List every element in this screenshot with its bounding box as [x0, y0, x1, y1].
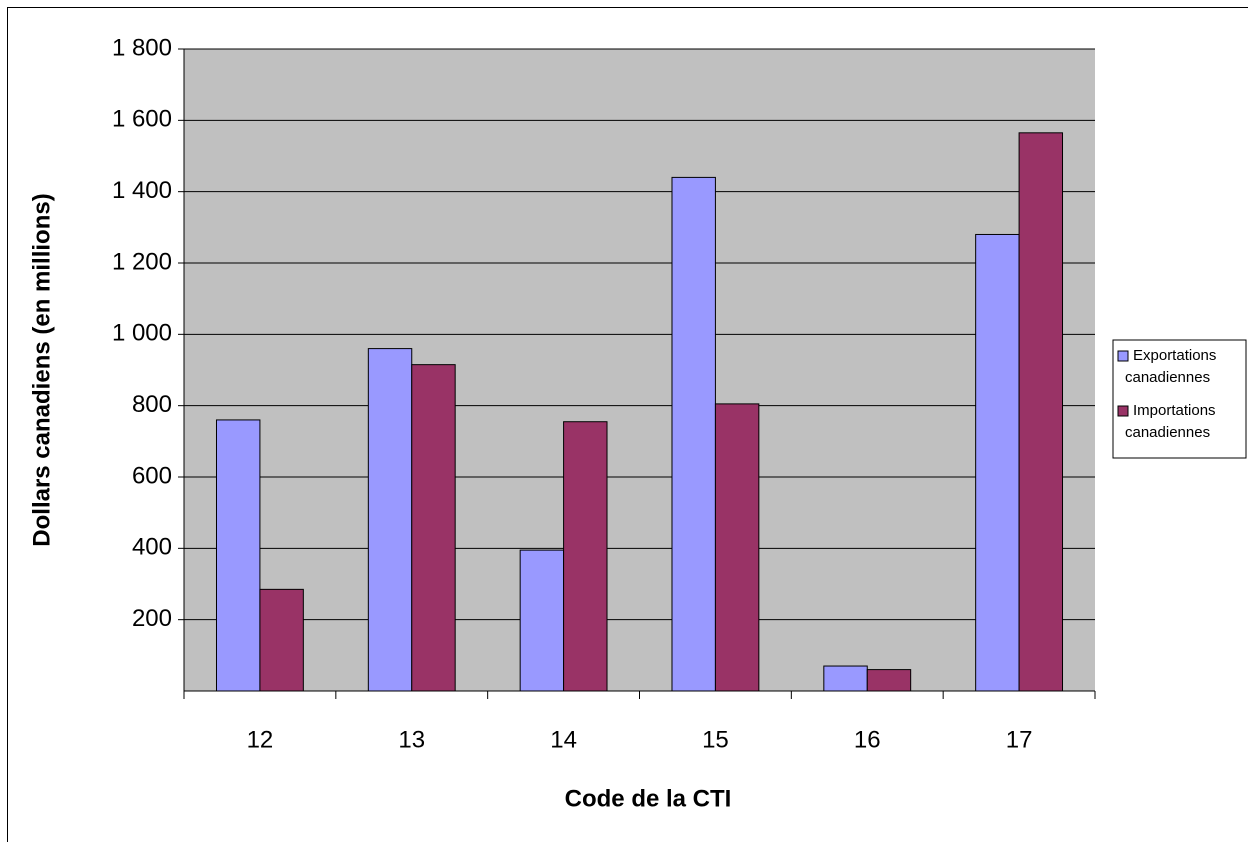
- bar: [866, 669, 912, 692]
- bar: [519, 549, 565, 692]
- legend-swatch: [1117, 350, 1129, 362]
- x-tick-label: 12: [247, 726, 274, 753]
- x-tick-label: 14: [550, 726, 577, 753]
- bar: [563, 421, 608, 692]
- y-tick-label: 1 000: [112, 320, 172, 347]
- legend-box: [1112, 339, 1247, 459]
- bar: [367, 348, 413, 692]
- y-tick-label: 1 800: [112, 34, 172, 61]
- bar: [411, 364, 456, 692]
- legend-label: Exportations canadiennes: [1125, 347, 1221, 386]
- legend-label: Importations canadiennes: [1125, 402, 1220, 441]
- x-tick-label: 17: [1006, 726, 1033, 753]
- bar: [823, 665, 868, 692]
- plot-area: [184, 49, 1095, 691]
- y-tick-label: 200: [132, 605, 172, 632]
- x-tick-label: 15: [702, 726, 729, 753]
- x-axis-title: Code de la CTI: [565, 785, 732, 812]
- bar: [259, 588, 304, 692]
- y-tick-label: 400: [132, 534, 172, 561]
- y-tick-label: 600: [132, 462, 172, 489]
- legend-swatch: [1117, 405, 1129, 417]
- x-tick-label: 13: [398, 726, 425, 753]
- bar: [714, 403, 760, 692]
- y-axis-title: Dollars canadiens (en millions): [28, 193, 55, 546]
- y-tick-label: 1 400: [112, 177, 172, 204]
- bar: [975, 233, 1020, 692]
- y-tick-label: 800: [132, 391, 172, 418]
- x-tick-label: 16: [854, 726, 881, 753]
- bar: [215, 419, 261, 692]
- y-tick-label: 1 600: [112, 106, 172, 133]
- y-tick-label: 1 200: [112, 248, 172, 275]
- bar: [671, 176, 716, 692]
- bar: [1018, 132, 1064, 692]
